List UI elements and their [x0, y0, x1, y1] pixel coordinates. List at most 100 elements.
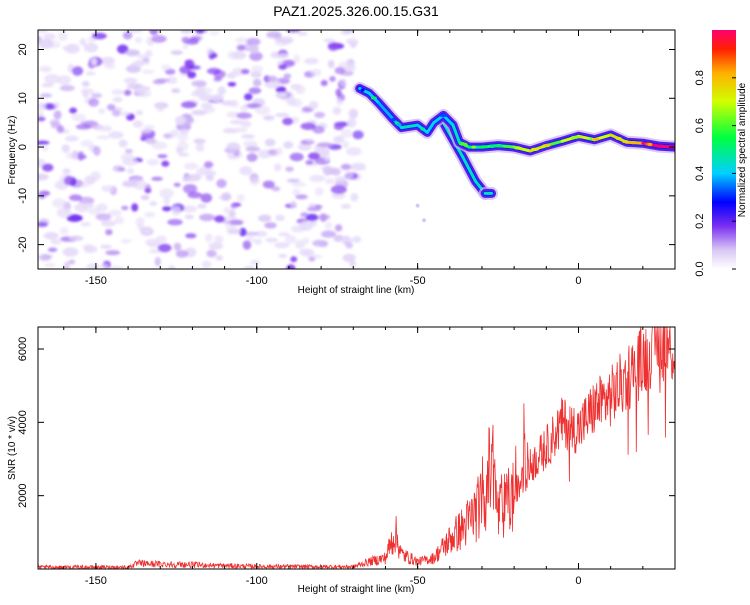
noise-blob: [151, 141, 168, 150]
noise-blob: [43, 33, 56, 41]
spectrogram-panel: -150 -100 -50 0 20 10 0 -10 -20 Height of strai…: [7, 29, 676, 296]
noise-blob: [127, 168, 135, 175]
noise-blob: [318, 214, 331, 221]
noise-blob: [38, 30, 48, 34]
track-hotspot: [459, 142, 468, 146]
noise-blob: [156, 102, 165, 112]
noise-blob: [333, 123, 344, 131]
noise-blob: [185, 174, 201, 182]
noise-blob: [221, 192, 231, 201]
noise-blob: [300, 122, 316, 130]
noise-blob: [38, 173, 49, 181]
track-hotspot: [471, 145, 476, 149]
track-hotspot: [391, 117, 396, 122]
noise-blob: [336, 98, 343, 106]
noise-blob: [278, 38, 292, 43]
noise-blob: [209, 31, 220, 36]
noise-blob: [275, 86, 287, 93]
noise-blob: [262, 180, 275, 189]
noise-blob: [93, 146, 101, 156]
noise-blob: [229, 120, 244, 125]
noise-blob: [309, 220, 318, 227]
noise-blob: [107, 209, 122, 217]
track-hotspot: [541, 144, 546, 149]
noise-blob: [81, 81, 90, 87]
spectrogram-frame: [37, 29, 676, 270]
noise-blob: [114, 216, 125, 225]
noise-blob: [104, 63, 116, 70]
track-hotspot: [657, 144, 665, 148]
track-hotspot: [571, 136, 575, 140]
noise-blob: [129, 30, 143, 34]
noise-blob: [177, 133, 189, 142]
noise-blob: [69, 107, 77, 114]
noise-blob: [205, 47, 214, 56]
noise-blob: [142, 69, 155, 74]
track-hotspot: [592, 137, 600, 141]
spectrogram-y-tick-label: 10: [17, 92, 29, 104]
noise-blob: [297, 142, 312, 151]
noise-blob: [71, 66, 84, 76]
noise-blob: [306, 138, 314, 143]
noise-blob: [246, 37, 261, 46]
noise-blob: [226, 142, 241, 152]
noise-blob: [296, 31, 308, 36]
noise-blob: [244, 93, 253, 101]
noise-blob: [130, 178, 143, 183]
track-hotspot: [647, 142, 653, 147]
noise-blob: [63, 175, 75, 186]
noise-blob: [184, 214, 194, 220]
noise-blob: [157, 154, 168, 159]
main-track-segment: [400, 123, 420, 130]
main-track-segment: [425, 121, 436, 134]
spectrogram-y-label: Frequency (Hz): [7, 116, 18, 185]
noise-blob: [38, 254, 52, 261]
noise-blob: [304, 57, 319, 65]
spectrogram-x-tick-label: -150: [85, 275, 107, 287]
noise-blob: [206, 67, 222, 75]
noise-blob: [47, 247, 58, 252]
noise-blob: [278, 64, 288, 70]
noise-blob: [83, 42, 98, 53]
noise-blob: [111, 89, 125, 95]
noise-blob: [211, 94, 224, 103]
spectrogram-x-tick-label: 0: [575, 275, 581, 287]
noise-blob: [57, 75, 71, 85]
noise-blob: [90, 58, 98, 66]
noise-blob: [139, 128, 153, 134]
noise-blob: [191, 109, 208, 116]
noise-blob: [235, 37, 249, 43]
noise-blob: [41, 145, 49, 152]
noise-blob: [295, 85, 306, 95]
noise-blob: [320, 79, 328, 87]
noise-blob: [352, 130, 364, 140]
track-hotspot: [396, 123, 402, 127]
spectrogram-y-ticks: 20 10 0 -10 -20: [17, 43, 675, 253]
noise-blob: [275, 147, 283, 156]
noise-blob: [230, 203, 238, 209]
spectrogram-y-tick-label: 20: [17, 43, 29, 55]
noise-blob: [184, 59, 192, 67]
noise-blob: [335, 88, 342, 97]
noise-blob: [117, 167, 126, 172]
noise-blob: [66, 214, 83, 222]
spectrogram-x-ticks: -150 -100 -50 0: [63, 30, 676, 287]
noise-blob: [206, 249, 217, 258]
noise-blob: [240, 68, 250, 75]
noise-blob: [41, 82, 54, 88]
noise-blob: [308, 152, 320, 160]
noise-blob: [38, 221, 48, 228]
noise-blob: [88, 98, 100, 107]
noise-blob: [78, 196, 95, 205]
noise-blob: [181, 205, 198, 213]
noise-blob: [59, 227, 69, 236]
noise-blob: [68, 259, 76, 265]
noise-blob: [339, 237, 354, 243]
noise-blob: [174, 115, 187, 125]
noise-blob: [187, 71, 197, 79]
noise-blob: [80, 139, 93, 148]
noise-blob: [91, 93, 103, 98]
noise-blob: [159, 188, 174, 199]
noise-blob: [312, 125, 325, 134]
